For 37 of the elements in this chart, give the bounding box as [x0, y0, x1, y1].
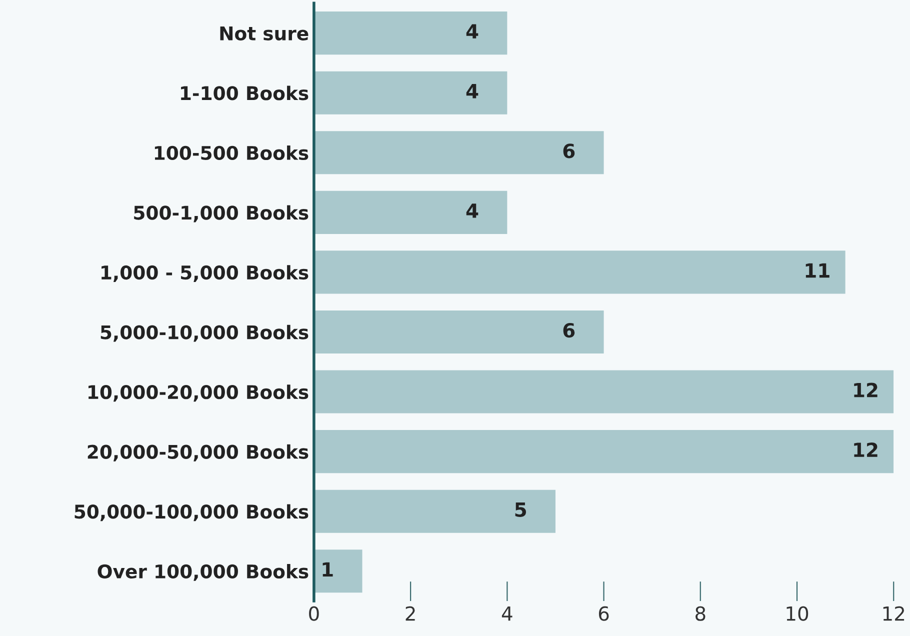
- y-tick-label: Over 100,000 Books: [98, 564, 308, 581]
- bar: [314, 131, 604, 174]
- data-label: 6: [563, 144, 575, 158]
- y-tick-label: Not sure: [220, 26, 308, 40]
- y-tick-label: 1-100 Books: [181, 86, 308, 100]
- bar: [314, 190, 508, 234]
- data-label: 4: [466, 84, 478, 98]
- bar: [314, 250, 846, 294]
- bar: [314, 370, 894, 414]
- data-label: 5: [515, 502, 526, 517]
- x-tick-label: 8: [696, 606, 706, 621]
- bar: [314, 490, 556, 533]
- x-tick-label: 4: [502, 606, 512, 621]
- bar: [314, 430, 894, 474]
- y-tick-label: 100-500 Books: [154, 146, 308, 160]
- y-tick-label: 20,000-50,000 Books: [88, 444, 308, 462]
- x-tick-label: 12: [883, 606, 904, 621]
- data-label: 4: [466, 204, 478, 218]
- y-tick-label: 500-1,000 Books: [134, 205, 308, 222]
- x-tick-label: 6: [598, 606, 609, 621]
- x-tick-label: 0: [309, 606, 319, 621]
- bar: [314, 550, 362, 593]
- data-label: 1: [322, 562, 333, 576]
- y-tick-label: 1,000 - 5,000 Books: [102, 265, 308, 282]
- data-label: 12: [854, 442, 878, 457]
- bar: [314, 71, 508, 114]
- x-tick-label: 2: [406, 606, 415, 621]
- bar: [314, 310, 604, 354]
- y-tick-label: 10,000-20,000 Books: [88, 384, 308, 402]
- y-tick-label: 50,000-100,000 Books: [74, 504, 308, 522]
- bar: [314, 12, 508, 55]
- data-label: 6: [563, 322, 575, 338]
- data-label: 12: [854, 382, 878, 398]
- y-tick-label: 5,000-10,000 Books: [100, 324, 308, 342]
- data-label: 4: [466, 24, 478, 38]
- data-label: 11: [806, 263, 830, 278]
- x-tick-label: 10: [786, 606, 808, 621]
